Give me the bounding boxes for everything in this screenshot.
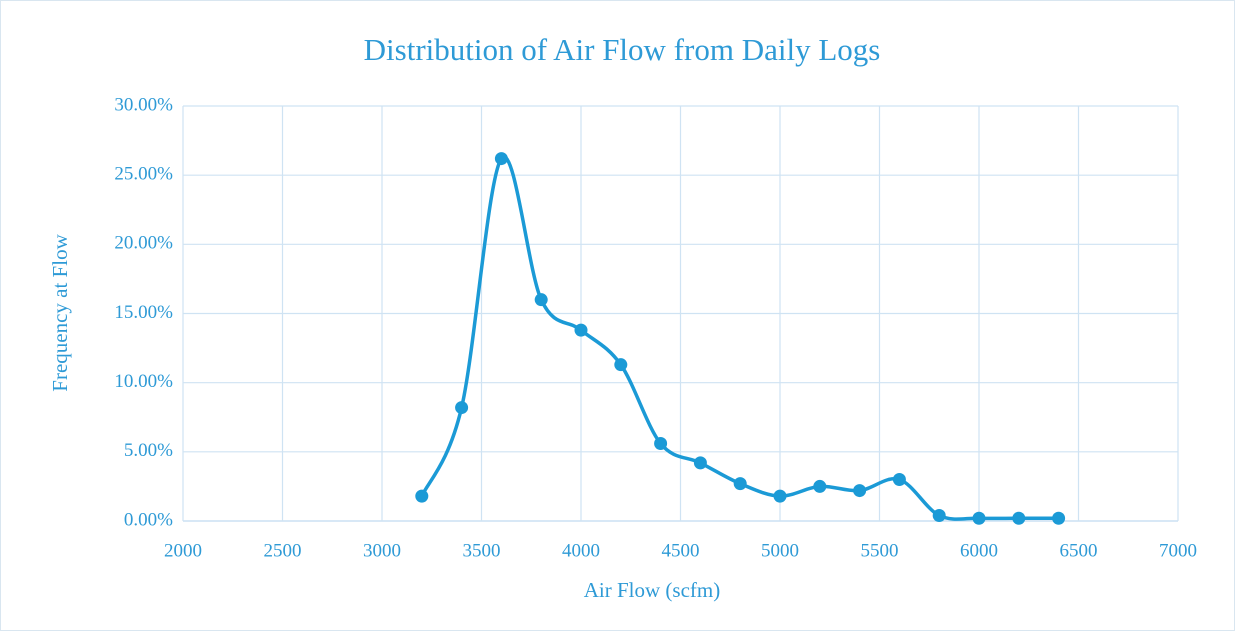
x-tick-label: 2500 xyxy=(264,540,302,561)
y-tick-label: 0.00% xyxy=(124,509,173,530)
data-point xyxy=(972,511,986,525)
y-tick-label: 15.00% xyxy=(114,302,173,323)
data-point xyxy=(574,323,588,337)
data-point xyxy=(853,484,867,498)
data-point xyxy=(494,152,508,166)
data-point xyxy=(455,401,469,415)
data-point xyxy=(534,293,548,307)
data-point xyxy=(733,477,747,491)
y-tick-label: 30.00% xyxy=(114,94,173,115)
x-axis-label: Air Flow (scfm) xyxy=(584,578,720,602)
data-point xyxy=(892,473,906,486)
x-tick-label: 4500 xyxy=(662,540,700,561)
data-point xyxy=(654,437,668,451)
y-tick-label: 25.00% xyxy=(114,164,173,185)
x-tick-label: 3000 xyxy=(363,540,401,561)
x-tick-label: 3500 xyxy=(463,540,501,561)
data-point xyxy=(773,489,787,503)
chart-title: Distribution of Air Flow from Daily Logs xyxy=(364,32,881,67)
x-tick-label: 6000 xyxy=(960,540,998,561)
y-tick-label: 10.00% xyxy=(114,371,173,392)
y-axis-label: Frequency at Flow xyxy=(48,233,72,391)
data-point xyxy=(693,456,707,470)
data-point xyxy=(1012,511,1026,525)
x-tick-label: 7000 xyxy=(1159,540,1197,561)
x-tick-label: 5000 xyxy=(761,540,799,561)
x-tick-label: 2000 xyxy=(164,540,202,561)
data-point xyxy=(614,358,628,372)
x-tick-label: 6500 xyxy=(1060,540,1098,561)
x-tick-label: 4000 xyxy=(562,540,600,561)
y-tick-label: 5.00% xyxy=(124,440,173,461)
y-tick-label: 20.00% xyxy=(114,233,173,254)
data-point xyxy=(813,479,827,493)
data-point xyxy=(1052,511,1066,525)
data-point xyxy=(932,508,946,522)
x-tick-label: 5500 xyxy=(861,540,899,561)
data-point xyxy=(415,489,429,503)
